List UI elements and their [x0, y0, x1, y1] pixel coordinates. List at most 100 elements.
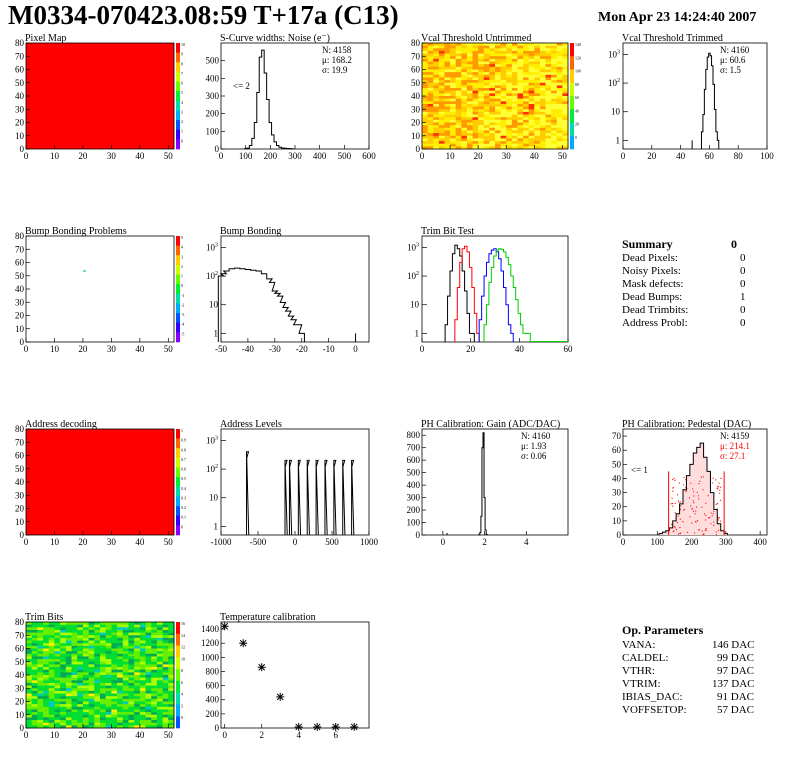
heatmap-cell	[77, 680, 84, 684]
heatmap-cell	[450, 58, 456, 62]
heatmap-cell	[54, 688, 61, 692]
heatmap-cell	[500, 80, 507, 84]
heatmap-cell	[528, 111, 535, 115]
palette-swatch	[176, 110, 180, 121]
heatmap-cell	[500, 122, 507, 126]
heatmap-cell	[478, 111, 485, 115]
heatmap-cell	[134, 701, 141, 705]
heatmap-cell	[433, 119, 440, 123]
heatmap-cell	[54, 651, 61, 655]
heatmap-cell	[134, 622, 141, 625]
heatmap-cell	[422, 109, 428, 113]
heatmap-cell	[534, 45, 541, 49]
heatmap-cell	[444, 125, 451, 129]
heatmap-cell	[478, 72, 485, 76]
heatmap-cell	[450, 45, 456, 49]
heatmap-cell	[444, 50, 451, 54]
heatmap-cell	[556, 53, 563, 57]
x-tick-label: 40	[515, 344, 525, 354]
heatmap-cell	[94, 664, 101, 668]
heatmap-cell	[156, 709, 163, 713]
heatmap-cell	[483, 141, 490, 144]
heatmap-cell	[77, 635, 84, 639]
heatmap-cells	[26, 429, 174, 535]
heatmap-cell	[43, 637, 50, 641]
heatmap-cell	[26, 690, 32, 694]
heatmap-cell	[489, 50, 496, 54]
heatmap-cell	[48, 659, 55, 663]
heatmap-cell	[495, 138, 501, 142]
heatmap-cell	[128, 664, 135, 668]
heatmap-cell	[444, 61, 451, 65]
heatmap-cell	[37, 704, 44, 708]
y-tick-label: 30	[15, 104, 25, 114]
heatmap-cell	[539, 117, 546, 121]
plot-title: Trim Bits	[25, 612, 63, 623]
palette-label: 1	[181, 129, 183, 134]
heatmap-cell	[65, 632, 72, 636]
heatmap-cell	[438, 117, 445, 121]
heatmap-cell	[466, 74, 473, 78]
heatmap-cell	[489, 66, 496, 70]
heatmap-cell	[37, 624, 44, 628]
heatmap-cell	[466, 82, 473, 86]
op-param-label: VTHR:	[622, 665, 655, 677]
heatmap-cell	[489, 98, 496, 102]
heatmap-cell	[444, 77, 451, 81]
heatmap-cell	[145, 664, 152, 668]
summary-row-label: Dead Trimbits:	[622, 304, 689, 316]
heatmap-cell	[156, 645, 163, 649]
heatmap-cell	[489, 119, 496, 123]
heatmap-cell	[444, 80, 451, 84]
heatmap-cell	[100, 696, 106, 700]
heatmap-cell	[145, 722, 152, 726]
heatmap-cell	[534, 77, 541, 81]
heatmap-cell	[43, 685, 50, 689]
heatmap-cell	[128, 675, 135, 678]
heatmap-cell	[438, 80, 445, 84]
heatmap-cell	[26, 709, 32, 713]
heatmap-cell	[461, 69, 468, 73]
heatmap-cell	[31, 688, 38, 692]
heatmap-cell	[506, 122, 513, 126]
x-tick-label: 20	[78, 151, 88, 161]
y-tick-label: 70	[15, 51, 25, 61]
heatmap-cell	[466, 88, 473, 91]
heatmap-cell	[151, 622, 158, 625]
palette-label: 3	[181, 109, 183, 114]
heatmap-cell	[562, 109, 569, 113]
heatmap-cell	[427, 114, 434, 118]
heatmap-cell	[94, 637, 101, 641]
heatmap-cell	[100, 667, 106, 670]
heatmap-cell	[48, 637, 55, 641]
heatmap-cell	[461, 64, 468, 68]
heatmap-cell	[151, 675, 158, 678]
heatmap-cell	[433, 88, 440, 91]
heatmap-cell	[31, 701, 38, 705]
heatmap-cell	[100, 664, 106, 668]
heatmap-cell	[551, 53, 558, 57]
heatmap-cell	[500, 143, 507, 147]
y-tick-label: 0	[20, 337, 25, 347]
x-tick-label: 0	[24, 344, 29, 354]
heatmap-cell	[94, 675, 101, 678]
heatmap-cell	[438, 66, 445, 70]
heatmap-cell	[134, 712, 141, 716]
heatmap-cell	[427, 61, 434, 65]
heatmap-cell	[60, 640, 67, 644]
x-tick-label: -30	[269, 344, 281, 354]
heatmap-cell	[427, 64, 434, 68]
heatmap-cell	[500, 90, 507, 94]
palette-label: 8	[181, 668, 183, 673]
x-tick-label: 300	[719, 537, 733, 547]
heatmap-cell	[105, 706, 112, 710]
heatmap-cell	[100, 624, 106, 628]
heatmap-cell	[478, 64, 485, 68]
heatmap-cell	[438, 58, 445, 62]
heatmap-cell	[145, 651, 152, 655]
heatmap-cell	[117, 624, 124, 628]
heatmap-cell	[88, 722, 95, 726]
heatmap-cell	[168, 682, 175, 686]
heatmap-cell	[483, 106, 490, 110]
